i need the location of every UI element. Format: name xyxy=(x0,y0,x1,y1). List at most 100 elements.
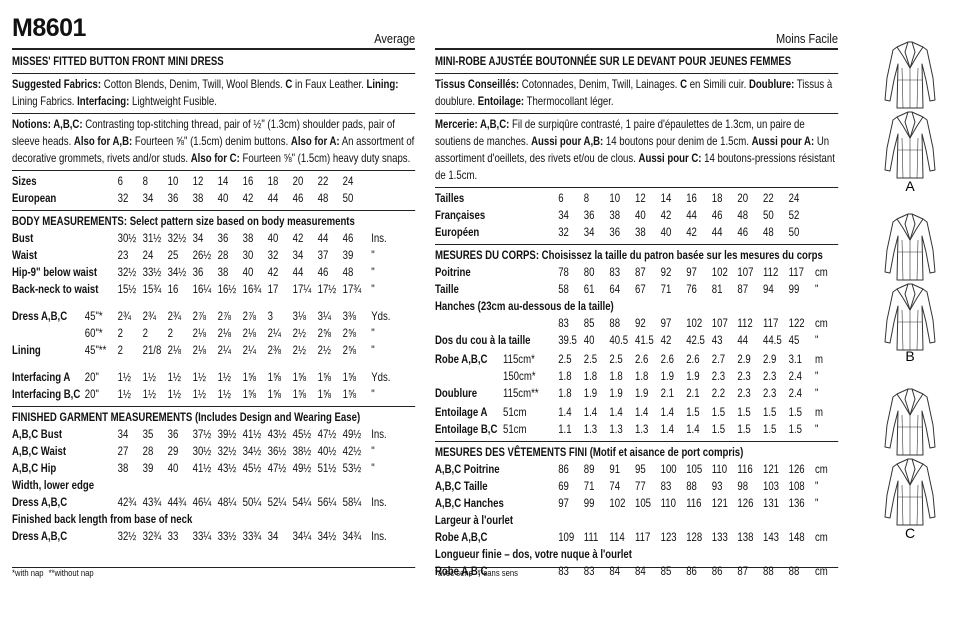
cell-value: 1½ xyxy=(117,387,131,401)
cell-value: 20 xyxy=(737,191,749,205)
cell-value: 24 xyxy=(788,191,800,205)
cell-value: 43½ xyxy=(217,461,237,475)
cell-value: 110 xyxy=(660,496,676,510)
run: 14 boutons-pressions résistant de 1.5cm. xyxy=(435,151,835,182)
cell-value: 32 xyxy=(267,248,279,262)
cell-value: 34 xyxy=(267,529,279,543)
run-bold: Notions: A,B,C: xyxy=(12,117,83,131)
cell-value: 1⅝ xyxy=(292,387,306,401)
cell-value: 88 xyxy=(788,564,800,578)
cell-value: 10 xyxy=(167,174,179,188)
cell-value: 2.9 xyxy=(737,352,751,366)
cell-value: 84 xyxy=(635,564,646,578)
row-label: Finished back length from base of neck xyxy=(12,512,193,526)
row-group: Dress A,B,C 45"* 2¾ 2¾ 2¾ 2⅞ 2⅞ 2⅞ 3 3⅛ 3¼ 3⅜ Yds. 60… xyxy=(12,308,415,359)
cell-value: 18 xyxy=(267,174,279,188)
cell-value: 80 xyxy=(583,265,595,279)
cell-value: 48 xyxy=(737,208,749,222)
table-row: Dress A,B,C 32½ 32¾ 33 33¼ 33½ 33¾ 34 34¼ 34½ 34¾ I… xyxy=(12,528,415,545)
cell-value: 16 xyxy=(167,282,179,296)
cell-value: 35 xyxy=(142,427,154,441)
cell-value: 50¼ xyxy=(242,495,262,509)
cell-value: 58 xyxy=(558,282,569,296)
unit: " xyxy=(815,422,819,436)
row-label: A,B,C Bust xyxy=(12,427,63,441)
cell-value: 43 xyxy=(711,333,723,347)
cell-value: 32½ xyxy=(217,444,237,458)
cell-value: 23 xyxy=(117,248,129,262)
cell-value: 36 xyxy=(217,231,229,245)
footnote-item: **without nap xyxy=(48,568,94,578)
fabric-width: 45"* xyxy=(84,309,103,323)
cell-value: 1.4 xyxy=(583,405,598,419)
run-bold: Aussi pour C: xyxy=(638,151,702,165)
unit: " xyxy=(371,265,375,279)
cell-value: 1.5 xyxy=(737,405,751,419)
cell-value: 30½ xyxy=(192,444,212,458)
cell-value: 18 xyxy=(711,191,723,205)
row-label: Dress A,B,C xyxy=(12,309,68,323)
cell-value: 64 xyxy=(609,282,621,296)
cell-value: 97 xyxy=(686,265,697,279)
table-row: Doublure 115cm** 1.8 1.9 1.9 1.9 2.1 2.1 2.2 2.3 2… xyxy=(435,385,838,402)
row-group: Entoilage A 51cm 1.4 1.4 1.4 1.4 1.4 1.5 1.5 1.5 1… xyxy=(435,404,838,438)
unit: m xyxy=(815,405,823,419)
cell-value: 48¼ xyxy=(217,495,237,509)
cell-value: 117 xyxy=(635,530,651,544)
cell-value: 17½ xyxy=(317,282,337,296)
cell-value: 36 xyxy=(167,427,179,441)
cell-value: 20 xyxy=(292,174,304,188)
table-row: 150cm* 1.8 1.8 1.8 1.8 1.9 1.9 2.3 2.3 2.3 2.4 " xyxy=(435,368,838,385)
section-heading: BODY MEASUREMENTS: Select pattern size b… xyxy=(12,214,355,228)
fabric-width: 51cm xyxy=(503,405,527,419)
cell-value: 36 xyxy=(167,191,179,205)
cell-value: 1.5 xyxy=(686,405,700,419)
cell-value: 24 xyxy=(342,174,354,188)
run: Cotonnades, Denim, Twill, Lainages. xyxy=(519,77,681,91)
cell-value: 3⅜ xyxy=(342,309,356,323)
cell-value: 3⅛ xyxy=(292,309,306,323)
cell-value: 3.1 xyxy=(788,352,802,366)
cell-value: 53½ xyxy=(342,461,362,475)
cell-value: 91 xyxy=(609,462,621,476)
cell-value: 2.3 xyxy=(763,369,777,383)
cell-value: 1⅝ xyxy=(342,387,356,401)
cell-value: 36 xyxy=(609,225,621,239)
cell-value: 10 xyxy=(609,191,621,205)
run: Cotton Blends, Denim, Twill, Wool Blends… xyxy=(101,77,286,91)
cell-value: 36½ xyxy=(267,444,287,458)
unit: Ins. xyxy=(371,529,387,543)
cell-value: 116 xyxy=(737,462,753,476)
cell-value: 2.4 xyxy=(788,369,802,383)
cell-value: 50 xyxy=(788,225,800,239)
unit: Ins. xyxy=(371,495,387,509)
cell-value: 40 xyxy=(635,208,646,222)
cell-value: 126 xyxy=(788,462,805,476)
unit: " xyxy=(371,343,375,357)
cell-value: 133 xyxy=(711,530,728,544)
cell-value: 77 xyxy=(635,479,646,493)
run-bold: Suggested Fabrics: xyxy=(12,77,102,91)
cell-value: 1½ xyxy=(167,370,181,384)
table-row: Tailles 6 8 10 12 14 16 18 20 22 24 xyxy=(435,190,838,207)
fabric-width: 20" xyxy=(84,370,99,384)
cell-value: 1.5 xyxy=(763,422,777,436)
cell-value: 42 xyxy=(292,231,304,245)
cell-value: 12 xyxy=(635,191,646,205)
table-row: A,B,C Waist 27 28 29 30½ 32½ 34½ 36½ 38½ 40½ 42½ " xyxy=(12,443,415,460)
fabric-width: 115cm* xyxy=(503,352,535,366)
cell-value: 2⅜ xyxy=(267,343,281,357)
cell-value: 83 xyxy=(558,316,569,330)
cell-value: 112 xyxy=(763,265,779,279)
run: 14 boutons pour denim de 1.5cm. xyxy=(603,134,752,148)
cell-value: 111 xyxy=(583,530,599,544)
cell-value: 52¼ xyxy=(267,495,287,509)
cell-value: 102 xyxy=(686,316,703,330)
unit: cm xyxy=(815,530,828,544)
cell-value: 2⅛ xyxy=(192,343,206,357)
cell-value: 38 xyxy=(217,265,229,279)
cell-value: 108 xyxy=(788,479,805,493)
footnote-item: *avec sens xyxy=(435,568,473,578)
cell-value: 43½ xyxy=(267,427,287,441)
cell-value: 2 xyxy=(117,326,123,340)
